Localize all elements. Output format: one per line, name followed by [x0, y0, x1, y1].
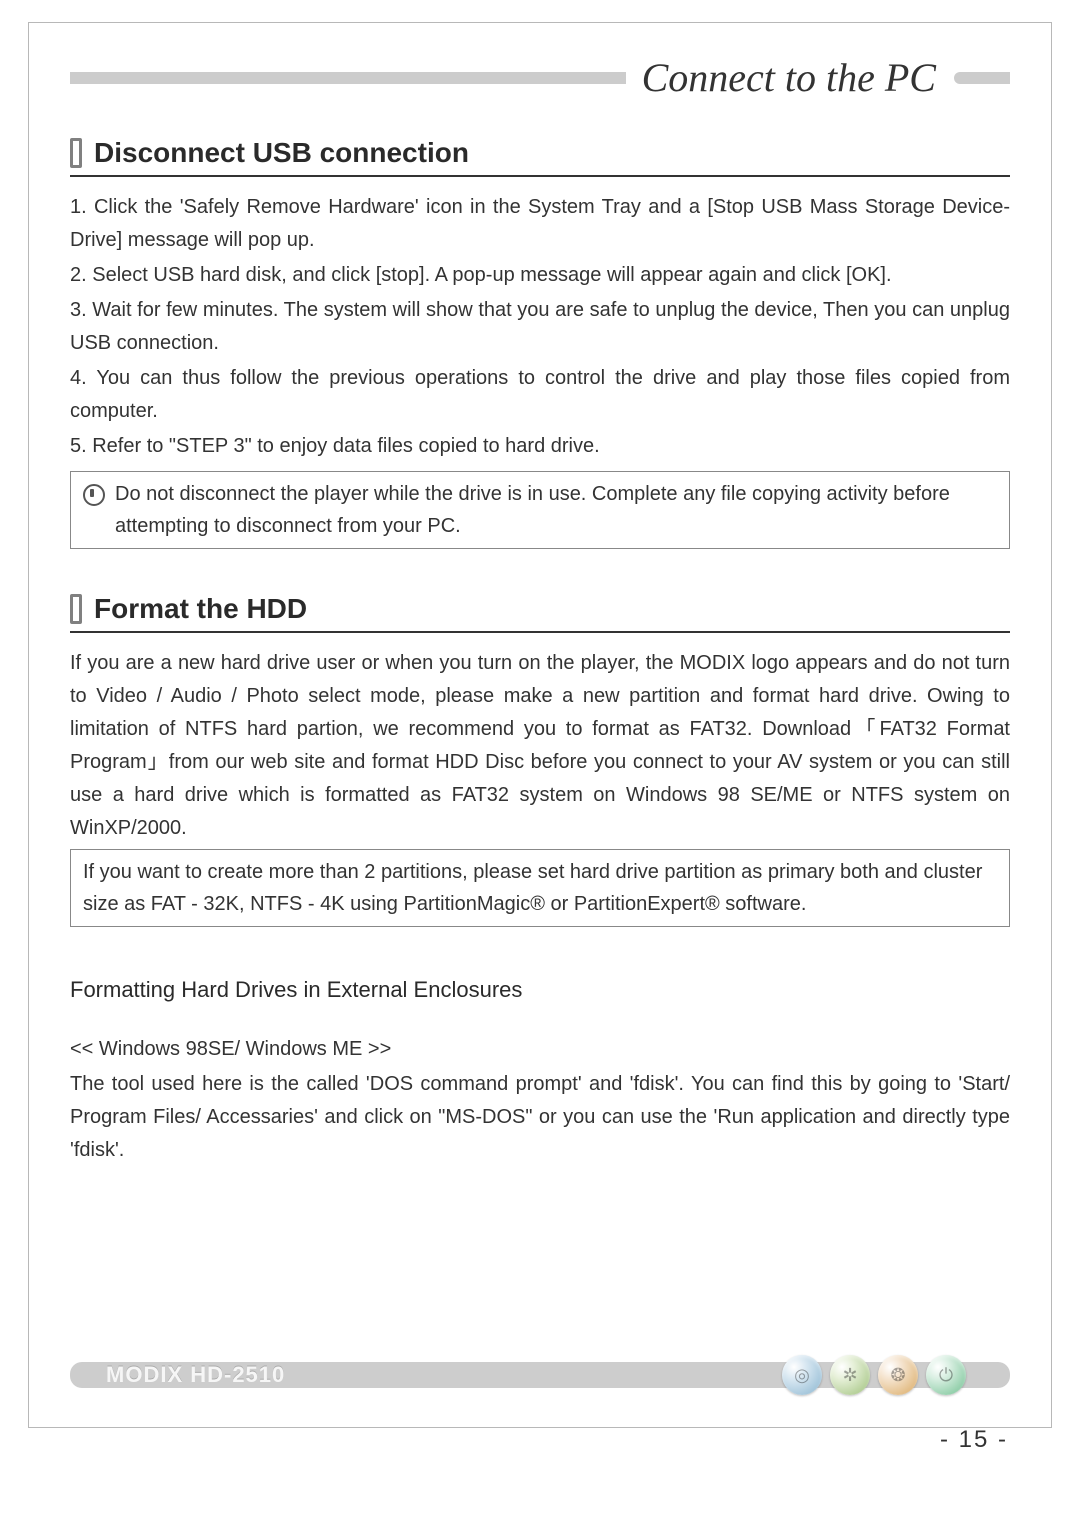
section2-body: If you are a new hard drive user or when…	[70, 647, 1010, 845]
gear-icon: ✲	[830, 1355, 870, 1395]
section-disconnect-usb: Disconnect USB connection	[70, 137, 1010, 177]
step-text: 1. Click the 'Safely Remove Hardware' ic…	[70, 191, 1010, 257]
section-heading-row: Disconnect USB connection	[70, 137, 1010, 177]
os-heading: << Windows 98SE/ Windows ME >>	[70, 1033, 1010, 1066]
os-paragraph: The tool used here is the called 'DOS co…	[70, 1068, 1010, 1167]
note-box: Do not disconnect the player while the d…	[70, 471, 1010, 549]
step-text: 5. Refer to "STEP 3" to enjoy data files…	[70, 430, 1010, 463]
page: Connect to the PC Disconnect USB connect…	[0, 0, 1080, 1528]
section-bullet-icon	[70, 594, 82, 624]
title-lead-bar	[70, 72, 626, 84]
section-heading: Disconnect USB connection	[94, 137, 469, 169]
step-text: 4. You can thus follow the previous oper…	[70, 362, 1010, 428]
page-title: Connect to the PC	[642, 54, 936, 101]
subheading: Formatting Hard Drives in External Enclo…	[70, 977, 1010, 1003]
footer-bar: MODIX HD-2510 ◎✲❂⏻	[70, 1352, 1010, 1398]
title-trail-bar	[954, 72, 1010, 84]
page-title-bar: Connect to the PC	[70, 54, 1010, 101]
section1-body: 1. Click the 'Safely Remove Hardware' ic…	[70, 191, 1010, 463]
hand-point-icon	[83, 484, 105, 506]
step-text: 3. Wait for few minutes. The system will…	[70, 294, 1010, 360]
disc-icon: ◎	[782, 1355, 822, 1395]
page-number: - 15 -	[940, 1426, 1008, 1454]
footer-cap-left	[70, 1362, 84, 1388]
swirl-icon: ❂	[878, 1355, 918, 1395]
section-format-hdd: Format the HDD	[70, 593, 1010, 633]
note-text: Do not disconnect the player while the d…	[115, 478, 997, 542]
power-icon: ⏻	[926, 1355, 966, 1395]
section-bullet-icon	[70, 138, 82, 168]
step-text: 2. Select USB hard disk, and click [stop…	[70, 259, 1010, 292]
footer-icons: ◎✲❂⏻	[782, 1355, 966, 1395]
section-heading-row: Format the HDD	[70, 593, 1010, 633]
footer-brand: MODIX HD-2510	[106, 1362, 285, 1388]
os-section-body: << Windows 98SE/ Windows ME >> The tool …	[70, 1033, 1010, 1167]
footer-cap-right	[996, 1362, 1010, 1388]
page-content: Connect to the PC Disconnect USB connect…	[70, 54, 1010, 1169]
footer-bar-fill: MODIX HD-2510 ◎✲❂⏻	[84, 1362, 996, 1388]
paragraph-text: If you are a new hard drive user or when…	[70, 647, 1010, 845]
note-text: If you want to create more than 2 partit…	[83, 861, 982, 915]
section-heading: Format the HDD	[94, 593, 307, 625]
note-box: If you want to create more than 2 partit…	[70, 849, 1010, 927]
